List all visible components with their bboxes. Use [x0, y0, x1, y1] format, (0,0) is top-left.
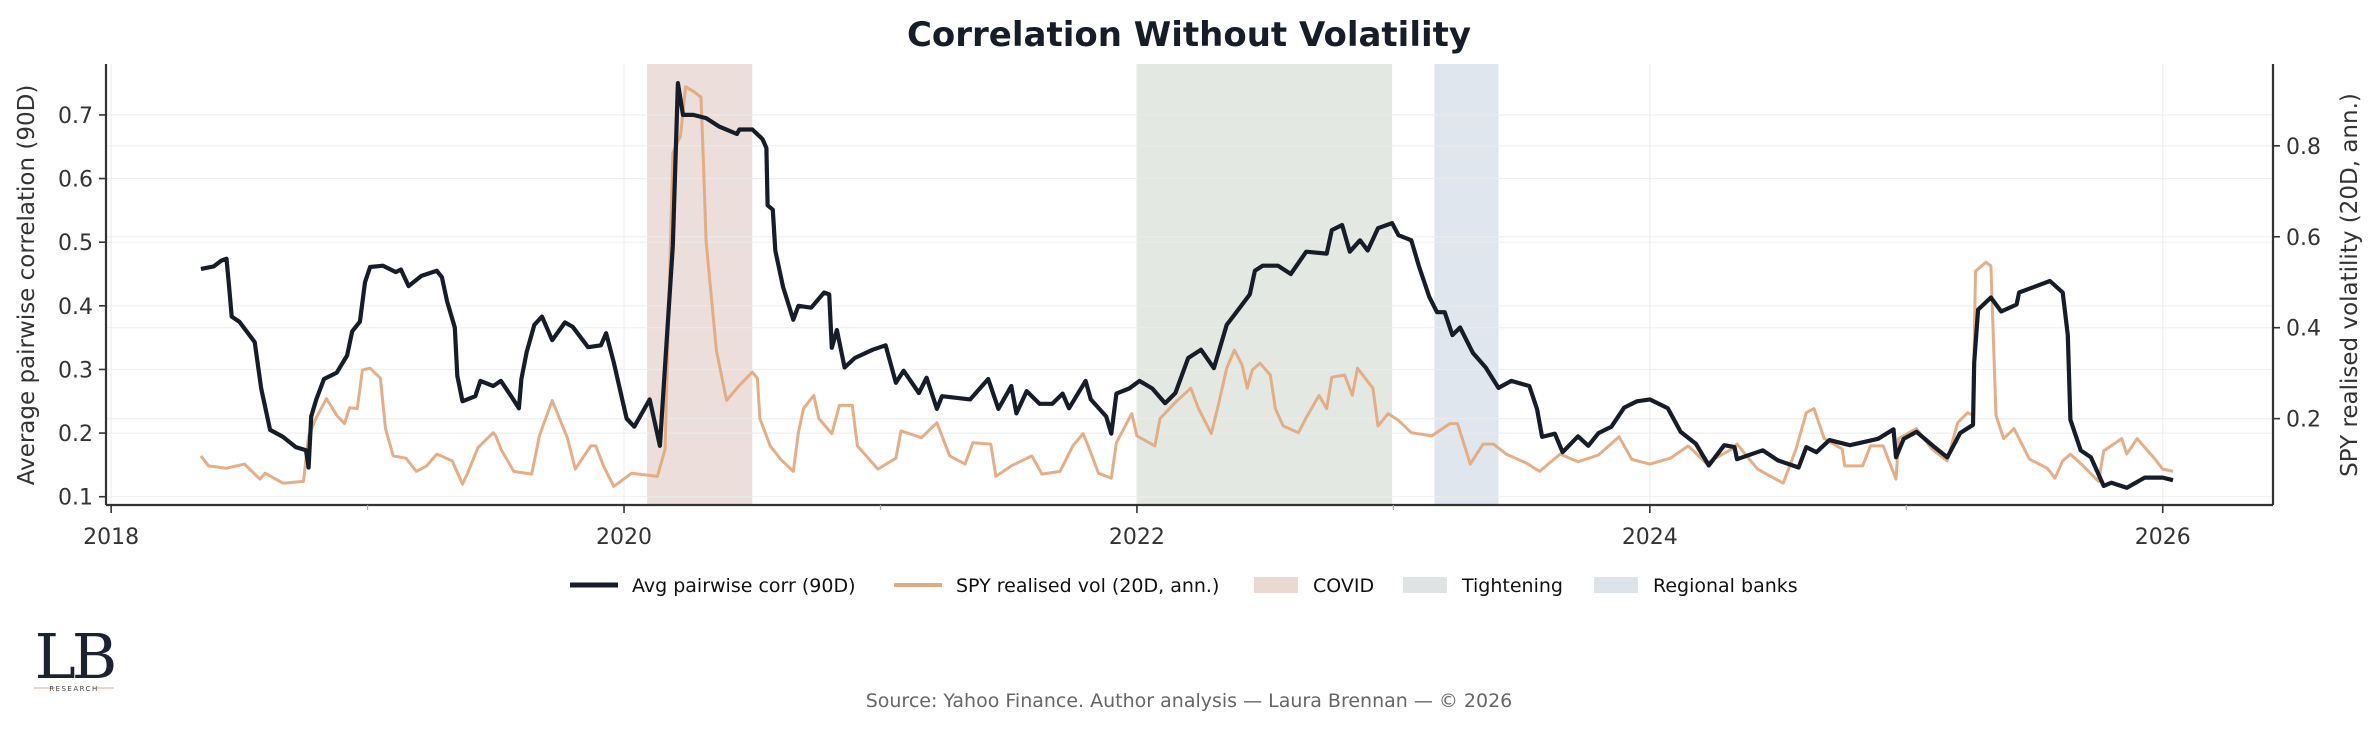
x-tick-label: 2018	[83, 525, 139, 550]
y-axis-label: Average pairwise correlation (90D)	[14, 85, 40, 486]
shaded-region-covid	[647, 64, 753, 505]
y2-tick-label: 0.4	[2286, 317, 2321, 342]
series-line-avg-pairwise-corr	[200, 81, 2174, 490]
y2-tick-label: 0.2	[2286, 408, 2321, 433]
logo: LB RESEARCH	[34, 620, 118, 693]
shaded-region-tightening	[1136, 64, 1393, 505]
legend-label: Avg pairwise corr (90D)	[632, 575, 856, 597]
y-tick-label: 0.1	[58, 486, 93, 511]
shaded-regions	[647, 64, 1499, 505]
y-tick-label: 0.7	[58, 104, 93, 129]
legend-label: COVID	[1313, 575, 1374, 597]
chart-title: Correlation Without Volatility	[907, 15, 1471, 55]
source-note: Source: Yahoo Finance. Author analysis —…	[866, 690, 1513, 712]
legend-item: Avg pairwise corr (90D)	[570, 575, 856, 597]
legend-item: SPY realised vol (20D, ann.)	[894, 575, 1219, 597]
legend-label: SPY realised vol (20D, ann.)	[956, 575, 1219, 597]
x-tick-label: 2020	[596, 525, 652, 550]
legend-swatch-patch	[1403, 577, 1447, 593]
legend-item: Tightening	[1403, 575, 1563, 597]
legend-label: Tightening	[1461, 575, 1563, 597]
logo-subtitle: RESEARCH	[49, 685, 99, 693]
y-tick-label: 0.6	[58, 168, 93, 193]
y-tick-label: 0.5	[58, 231, 93, 256]
y-tick-label: 0.2	[58, 422, 93, 447]
legend-item: COVID	[1254, 575, 1374, 597]
y2-axis-label: SPY realised volatility (20D, ann.)	[2337, 93, 2363, 477]
series-line-spy-realised-vol	[199, 85, 2174, 488]
y-tick-label: 0.4	[58, 295, 93, 320]
legend-swatch-patch	[1254, 577, 1298, 593]
y2-tick-label: 0.8	[2286, 135, 2321, 160]
shaded-region-regional-banks	[1434, 64, 1499, 505]
x-tick-label: 2026	[2135, 525, 2191, 550]
x-tick-label: 2024	[1622, 525, 1678, 550]
series-lines	[199, 81, 2174, 490]
x-tick-label: 2022	[1109, 525, 1165, 550]
legend-swatch-patch	[1594, 577, 1638, 593]
y-tick-label: 0.3	[58, 358, 93, 383]
legend: Avg pairwise corr (90D) SPY realised vol …	[570, 575, 1798, 597]
axes: 0.1 0.2 0.3 0.4 0.5 0.6 0.7 0.2 0.4 0.6 0.8 2018 202…	[58, 64, 2321, 550]
legend-label: Regional banks	[1653, 575, 1798, 597]
y2-tick-label: 0.6	[2286, 226, 2321, 251]
logo-mark: LB	[35, 620, 114, 693]
legend-item: Regional banks	[1594, 575, 1798, 597]
